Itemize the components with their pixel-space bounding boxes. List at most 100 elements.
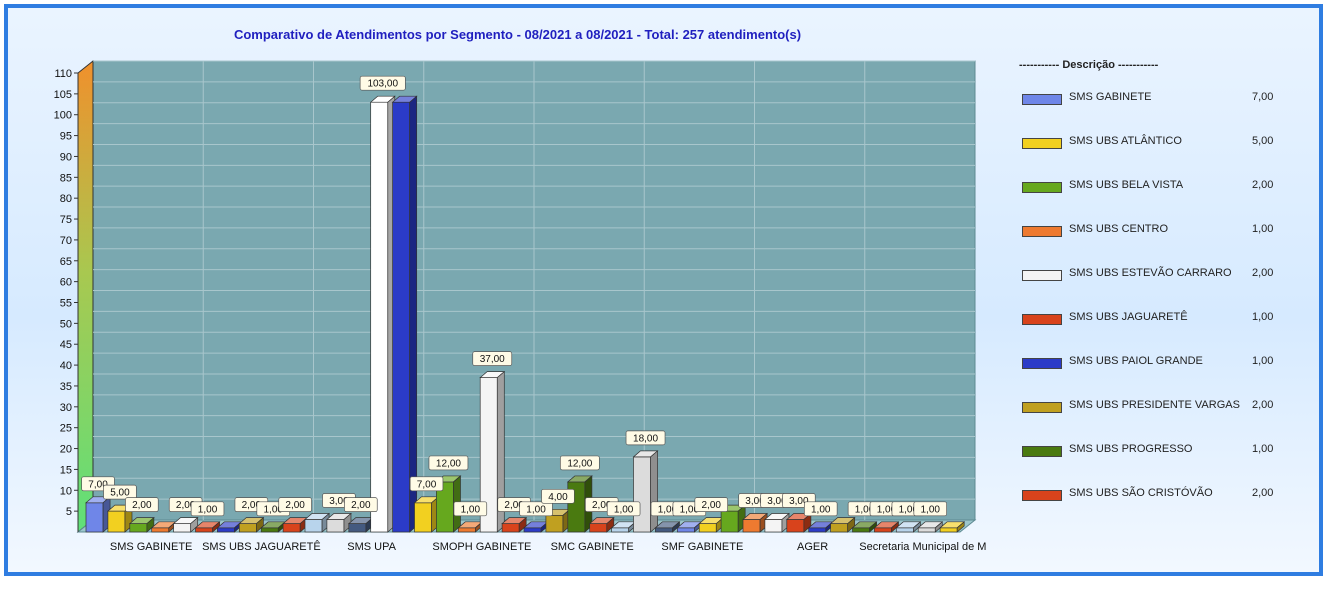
bar-23 <box>588 516 615 533</box>
svg-text:103,00: 103,00 <box>367 79 398 90</box>
data-label-2: 2,00 <box>125 497 159 513</box>
x-tick-label: SMC GABINETE <box>551 541 634 553</box>
bar-26 <box>654 521 681 533</box>
data-label-20: 1,00 <box>519 501 553 517</box>
legend-value: 2,00 <box>1252 179 1274 191</box>
legend-swatch <box>1022 182 1062 193</box>
svg-text:2,00: 2,00 <box>351 500 371 511</box>
legend-label: SMS UBS PROGRESSO <box>1069 443 1193 455</box>
data-label-5: 1,00 <box>190 501 225 517</box>
y-tick-label: 90 <box>60 151 72 163</box>
svg-text:12,00: 12,00 <box>567 458 592 469</box>
y-tick-label: 50 <box>60 318 72 330</box>
legend-item: SMS UBS PRESIDENTE VARGAS 2,00 <box>1022 399 1282 415</box>
svg-text:2,00: 2,00 <box>176 500 196 511</box>
legend-item: SMS UBS PROGRESSO 1,00 <box>1022 443 1282 459</box>
y-tick-label: 65 <box>60 256 72 268</box>
bar-30 <box>742 512 769 533</box>
svg-text:18,00: 18,00 <box>633 433 658 444</box>
svg-text:2,00: 2,00 <box>592 500 612 511</box>
legend-label: SMS UBS JAGUARETÊ <box>1069 311 1188 323</box>
svg-text:1,00: 1,00 <box>461 504 481 515</box>
legend-label: SMS UBS ESTEVÃO CARRARO <box>1069 267 1232 279</box>
svg-text:1,00: 1,00 <box>614 504 634 515</box>
svg-text:1,00: 1,00 <box>264 504 284 515</box>
y-tick-label: 100 <box>54 110 72 122</box>
data-label-28: 2,00 <box>694 497 728 513</box>
svg-text:3,00: 3,00 <box>745 496 765 507</box>
bar-11 <box>325 512 352 533</box>
data-label-22: 12,00 <box>559 455 600 471</box>
svg-text:1,00: 1,00 <box>877 504 897 515</box>
y-tick-label: 10 <box>60 485 72 497</box>
y-tick-label: 45 <box>60 339 72 351</box>
svg-text:1,00: 1,00 <box>526 504 546 515</box>
x-tick-label: SMF GABINETE <box>661 541 743 553</box>
bar-14 <box>391 95 418 533</box>
bar-37 <box>895 521 922 533</box>
legend-value: 1,00 <box>1252 355 1274 367</box>
y-tick-label: 35 <box>60 381 72 393</box>
legend-swatch <box>1022 226 1062 237</box>
y-tick-label: 110 <box>54 68 72 80</box>
legend-item: SMS UBS JAGUARETÊ 1,00 <box>1022 311 1282 327</box>
data-label-38: 1,00 <box>913 501 947 517</box>
svg-text:7,00: 7,00 <box>417 479 437 490</box>
x-tick-label: AGER <box>797 541 828 553</box>
x-tick-label: SMS GABINETE <box>110 541 193 553</box>
svg-text:1,00: 1,00 <box>855 504 875 515</box>
svg-text:37,00: 37,00 <box>480 354 505 365</box>
legend-item: SMS UBS BELA VISTA 2,00 <box>1022 179 1282 195</box>
bar-38 <box>917 521 944 533</box>
svg-text:1,00: 1,00 <box>680 504 700 515</box>
legend-value: 7,00 <box>1252 91 1274 103</box>
data-label-12: 2,00 <box>344 497 378 513</box>
legend-title: ----------- Descrição ----------- <box>1019 59 1159 71</box>
x-tick-label: SMOPH GABINETE <box>432 541 531 553</box>
data-label-13: 103,00 <box>359 75 406 91</box>
bar-34 <box>829 516 856 533</box>
bar-31 <box>763 512 790 533</box>
legend-label: SMS UBS CENTRO <box>1069 223 1169 235</box>
y-tick-label: 95 <box>60 131 72 143</box>
bar-10 <box>304 512 331 533</box>
y-tick-label: 30 <box>60 402 72 414</box>
legend-value: 1,00 <box>1252 223 1274 235</box>
data-label-9: 2,00 <box>278 497 312 513</box>
data-label-24: 1,00 <box>606 501 641 517</box>
legend-value: 2,00 <box>1252 487 1274 499</box>
x-tick-label: SMS UPA <box>347 541 396 553</box>
legend-label: SMS GABINETE <box>1069 91 1152 103</box>
bar-5 <box>194 521 221 533</box>
svg-text:1,00: 1,00 <box>198 504 218 515</box>
legend-swatch <box>1022 270 1062 281</box>
data-label-18: 37,00 <box>472 351 513 366</box>
side-wall <box>77 59 94 534</box>
legend-swatch <box>1022 490 1062 501</box>
svg-text:2,00: 2,00 <box>285 500 305 511</box>
y-tick-label: 60 <box>60 277 72 289</box>
y-tick-label: 25 <box>60 423 72 435</box>
y-tick-label: 15 <box>60 464 72 476</box>
legend-item: SMS UBS SÃO CRISTÓVÃO 2,00 <box>1022 487 1282 503</box>
y-tick-label: 5 <box>66 506 72 518</box>
data-label-21: 4,00 <box>541 488 575 504</box>
data-label-1: 5,00 <box>103 484 137 500</box>
legend-value: 2,00 <box>1252 399 1274 411</box>
data-label-15: 7,00 <box>409 476 444 492</box>
data-label-16: 12,00 <box>428 455 469 471</box>
svg-text:1,00: 1,00 <box>899 504 919 515</box>
bar-32 <box>785 512 812 533</box>
svg-text:3,00: 3,00 <box>767 496 787 507</box>
legend-value: 1,00 <box>1252 443 1274 455</box>
y-tick-label: 75 <box>60 214 72 226</box>
svg-text:2,00: 2,00 <box>242 500 262 511</box>
bar-7 <box>238 516 265 533</box>
legend-label: SMS UBS ATLÂNTICO <box>1069 135 1182 147</box>
y-tick-label: 70 <box>60 235 72 247</box>
y-tick-label: 85 <box>60 172 72 184</box>
bar-0 <box>85 496 112 533</box>
legend-item: SMS UBS ATLÂNTICO 5,00 <box>1022 135 1282 151</box>
y-tick-label: 20 <box>60 444 72 456</box>
svg-text:7,00: 7,00 <box>88 479 108 490</box>
